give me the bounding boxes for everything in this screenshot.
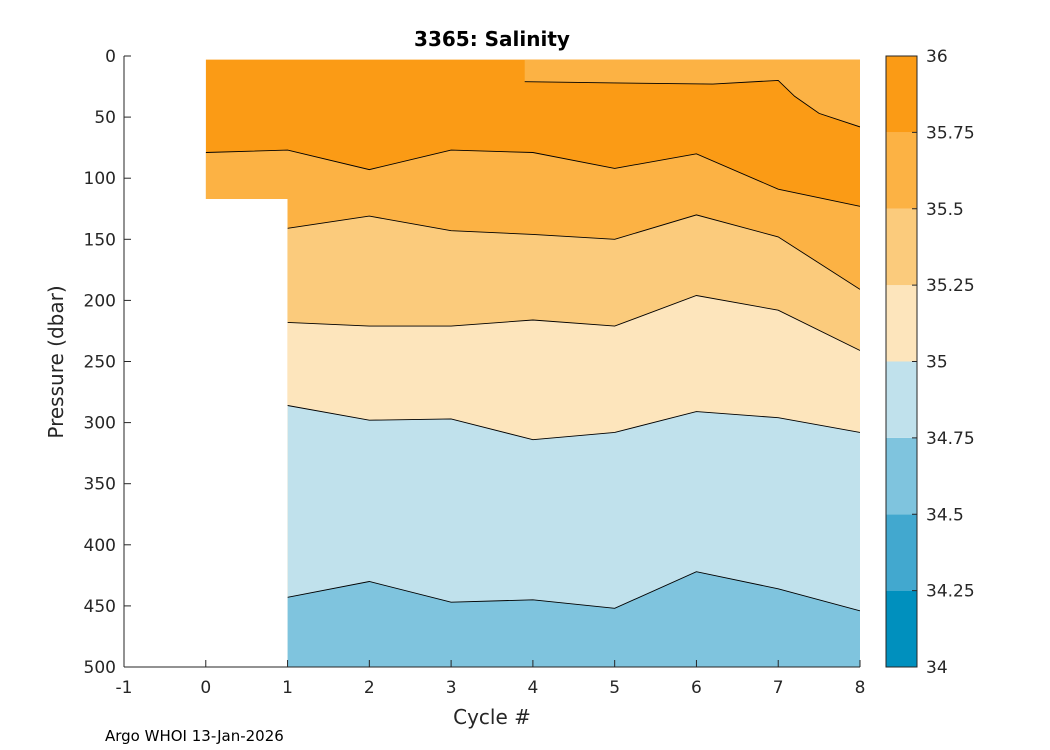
colorbar-segment bbox=[886, 514, 917, 591]
y-tick-label: 350 bbox=[84, 475, 116, 495]
x-tick-label: 3 bbox=[446, 678, 457, 698]
y-axis-label: Pressure (dbar) bbox=[44, 285, 68, 438]
band-below-34.75 bbox=[287, 571, 860, 667]
x-tick-label: -1 bbox=[116, 678, 133, 698]
band-upper-pocket bbox=[524, 59, 860, 127]
colorbar-tick-label: 34.25 bbox=[926, 582, 975, 602]
x-tick-label: 5 bbox=[609, 678, 620, 698]
colorbar-segment bbox=[886, 285, 917, 362]
y-tick-label: 450 bbox=[84, 597, 116, 617]
x-tick-label: 7 bbox=[773, 678, 784, 698]
x-tick-label: 8 bbox=[855, 678, 866, 698]
colorbar: 34 34.25 34.5 34.75 35 35.25 35.5 35.75 36 bbox=[885, 47, 975, 678]
colorbar-tick-label: 35.25 bbox=[926, 276, 975, 296]
y-tick-label: 250 bbox=[84, 353, 116, 373]
colorbar-tick-label: 34.75 bbox=[926, 429, 975, 449]
colorbar-tick-label: 34.5 bbox=[926, 505, 964, 525]
isohaline-35.5-2 bbox=[287, 214, 860, 290]
colorbar-tick-label: 35 bbox=[926, 353, 948, 373]
x-axis-ticks: -1 0 1 2 3 4 5 6 7 8 bbox=[116, 660, 866, 698]
x-tick-label: 4 bbox=[527, 678, 538, 698]
y-tick-label: 150 bbox=[84, 230, 116, 250]
colorbar-segment bbox=[886, 437, 917, 515]
x-axis-label: Cycle # bbox=[453, 705, 531, 729]
colorbar-tick-label: 34 bbox=[926, 658, 948, 678]
x-tick-label: 6 bbox=[691, 678, 702, 698]
colorbar-segment bbox=[886, 590, 917, 667]
colorbar-segment bbox=[886, 132, 917, 209]
isohaline-35.75-0 bbox=[205, 149, 860, 207]
isohaline-34.75-5 bbox=[287, 571, 860, 612]
y-tick-label: 0 bbox=[105, 47, 116, 67]
contour-lines bbox=[205, 79, 860, 612]
y-tick-label: 400 bbox=[84, 536, 116, 556]
chart-title: 3365: Salinity bbox=[414, 27, 570, 51]
colorbar-tick-label: 36 bbox=[926, 47, 948, 67]
annotation-text: Argo WHOI 13-Jan-2026 bbox=[105, 727, 284, 745]
x-tick-label: 1 bbox=[282, 678, 293, 698]
x-tick-label: 0 bbox=[200, 678, 211, 698]
isohaline-35.75-1 bbox=[524, 79, 860, 128]
colorbar-tick-label: 35.5 bbox=[926, 200, 964, 220]
y-tick-label: 50 bbox=[94, 108, 116, 128]
y-tick-label: 500 bbox=[84, 658, 116, 678]
colorbar-segment bbox=[886, 208, 917, 286]
y-tick-label: 200 bbox=[84, 291, 116, 311]
isohaline-35.25-3 bbox=[287, 295, 860, 351]
x-tick-label: 2 bbox=[364, 678, 375, 698]
y-tick-label: 100 bbox=[84, 169, 116, 189]
colorbar-segment bbox=[886, 361, 917, 438]
y-axis-ticks: 0 50 100 150 200 250 300 350 400 450 500 bbox=[84, 47, 131, 678]
y-tick-label: 300 bbox=[84, 414, 116, 434]
isohaline-35-4 bbox=[287, 405, 860, 441]
contour-fills bbox=[205, 59, 860, 667]
colorbar-tick-label: 35.75 bbox=[926, 123, 975, 143]
colorbar-segment bbox=[886, 56, 917, 133]
